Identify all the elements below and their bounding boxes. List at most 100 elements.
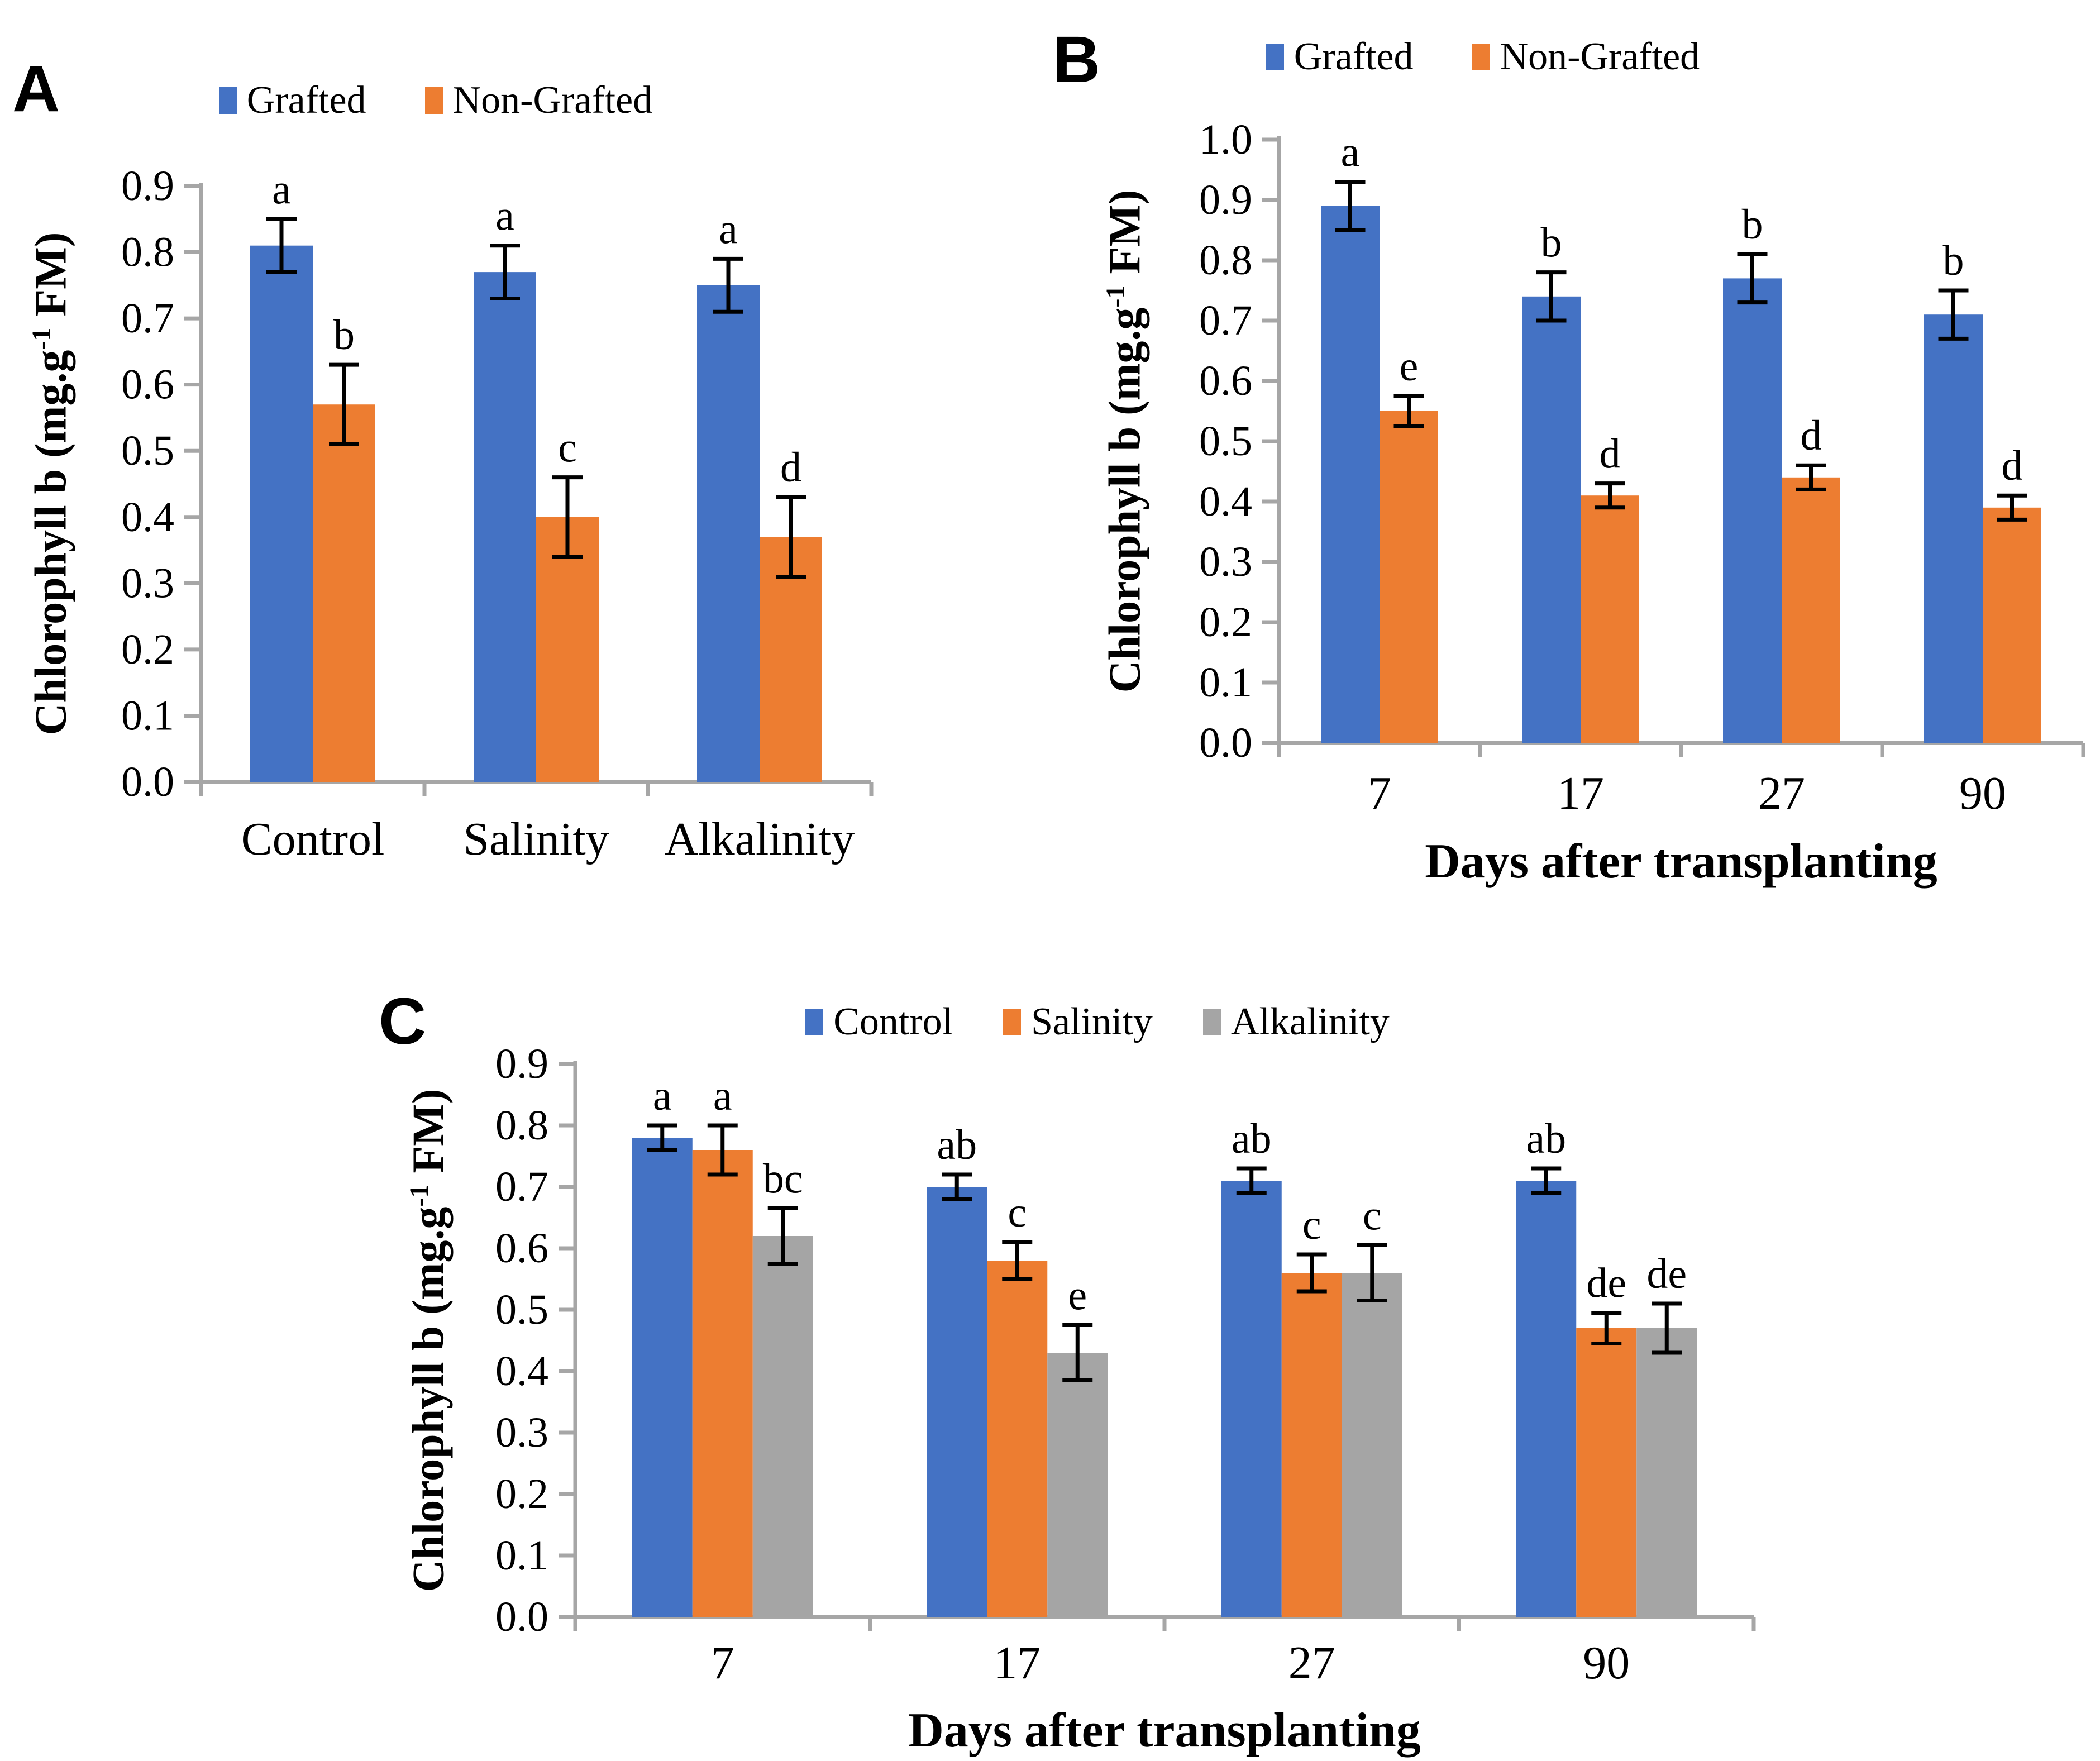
y-tick-label: 0.5 xyxy=(1199,418,1252,465)
y-axis-title-a-main: Chlorophyll b (mg.g xyxy=(26,350,76,736)
x-category-label: Alkalinity xyxy=(665,813,855,865)
sig-letter: b xyxy=(333,312,355,359)
legend-label: Alkalinity xyxy=(1230,1000,1390,1043)
x-category-label: 90 xyxy=(1959,767,2006,819)
legend-swatch xyxy=(1266,44,1284,70)
legend-label: Non-Grafted xyxy=(452,79,653,122)
legend-item: Grafted xyxy=(1266,35,1414,79)
bar xyxy=(752,1236,813,1617)
sig-letter: e xyxy=(1068,1272,1087,1319)
sig-letter: a xyxy=(495,193,514,240)
sig-letter: bc xyxy=(763,1156,803,1202)
y-tick-label: 0.9 xyxy=(495,1041,548,1087)
legend-label: Grafted xyxy=(1294,35,1414,78)
sig-letter: e xyxy=(1400,343,1419,390)
legend-label: Control xyxy=(833,1000,953,1043)
sig-letter: a xyxy=(272,166,291,213)
sig-letter: c xyxy=(1008,1189,1027,1236)
x-category-label: 7 xyxy=(711,1637,734,1689)
x-category-label: 17 xyxy=(994,1637,1041,1689)
y-tick-label: 0.4 xyxy=(121,494,174,541)
bar xyxy=(474,272,536,782)
sig-letter: c xyxy=(1302,1201,1321,1248)
bar xyxy=(1221,1181,1282,1617)
sig-letter: ab xyxy=(937,1121,977,1168)
y-tick-label: 0.8 xyxy=(121,229,174,276)
y-tick-label: 0.6 xyxy=(1199,357,1252,404)
panel-label-b: B xyxy=(1053,23,1101,97)
y-tick-label: 0.8 xyxy=(495,1102,548,1149)
sig-letter: a xyxy=(713,1072,732,1119)
y-axis-title-c-end: FM) xyxy=(404,1089,454,1185)
y-axis-title-c-main: Chlorophyll b (mg.g xyxy=(404,1206,454,1592)
y-tick-label: 0.1 xyxy=(1199,659,1252,706)
y-axis-title-a: Chlorophyll b (mg.g-1 FM) xyxy=(26,232,77,736)
legend-item: Salinity xyxy=(1003,1000,1153,1044)
bar xyxy=(1522,296,1581,743)
sig-letter: a xyxy=(1341,129,1360,176)
y-axis-title-a-end: FM) xyxy=(26,232,76,328)
sig-letter: ab xyxy=(1526,1115,1566,1162)
y-axis-title-a-sup: -1 xyxy=(26,327,56,350)
x-category-label: 27 xyxy=(1758,767,1805,819)
y-tick-label: 0.5 xyxy=(121,427,174,474)
x-axis-title-b: Days after transplanting xyxy=(1425,834,1937,889)
y-axis-title-b-end: FM) xyxy=(1100,189,1150,285)
sig-letter: b xyxy=(1742,201,1763,248)
bar xyxy=(1281,1273,1342,1617)
sig-letter: de xyxy=(1586,1260,1626,1307)
bar xyxy=(1581,495,1639,743)
y-tick-label: 0.7 xyxy=(121,295,174,342)
x-category-label: Salinity xyxy=(463,813,609,865)
bar xyxy=(313,404,375,782)
y-tick-label: 0.2 xyxy=(495,1471,548,1517)
legend-item: Non-Grafted xyxy=(1472,35,1700,79)
y-tick-label: 0.0 xyxy=(1199,719,1252,766)
bar xyxy=(987,1261,1048,1617)
y-tick-label: 0.2 xyxy=(121,626,174,673)
sig-letter: b xyxy=(1943,237,1964,284)
y-tick-label: 0.0 xyxy=(495,1593,548,1640)
legend-panel-b: Grafted Non-Grafted xyxy=(1061,35,1905,79)
y-tick-label: 0.7 xyxy=(1199,297,1252,344)
bar xyxy=(927,1187,987,1617)
bar xyxy=(1723,278,1782,743)
y-tick-label: 0.0 xyxy=(121,758,174,805)
y-tick-label: 0.9 xyxy=(1199,176,1252,223)
x-category-label: 27 xyxy=(1288,1637,1335,1689)
sig-letter: de xyxy=(1646,1251,1687,1297)
y-tick-label: 0.5 xyxy=(495,1286,548,1333)
x-category-label: 7 xyxy=(1368,767,1391,819)
y-tick-label: 0.9 xyxy=(121,163,174,209)
y-tick-label: 0.6 xyxy=(495,1225,548,1272)
sig-letter: a xyxy=(653,1072,672,1119)
y-tick-label: 0.2 xyxy=(1199,599,1252,646)
x-category-label: 90 xyxy=(1583,1637,1630,1689)
y-tick-label: 0.3 xyxy=(1199,538,1252,585)
y-axis-title-c: Chlorophyll b (mg.g-1 FM) xyxy=(404,1089,455,1592)
sig-letter: c xyxy=(558,424,577,471)
y-tick-label: 0.6 xyxy=(121,361,174,408)
legend-swatch xyxy=(1202,1009,1221,1035)
x-category-label: Control xyxy=(241,813,385,865)
bar xyxy=(1516,1181,1577,1617)
y-axis-title-b-sup: -1 xyxy=(1100,285,1130,308)
bar xyxy=(1782,477,1840,743)
y-tick-label: 1.0 xyxy=(1199,116,1252,163)
y-tick-label: 0.4 xyxy=(1199,478,1252,525)
bar xyxy=(250,245,313,782)
bar xyxy=(1636,1328,1697,1617)
bar xyxy=(1047,1353,1108,1617)
legend-panel-a: Grafted Non-Grafted xyxy=(0,78,871,123)
y-tick-label: 0.4 xyxy=(495,1348,548,1395)
bar xyxy=(1342,1273,1402,1617)
x-axis-title-c: Days after transplanting xyxy=(908,1703,1421,1758)
sig-letter: d xyxy=(1600,431,1621,478)
sig-letter: ab xyxy=(1232,1115,1272,1162)
legend-label: Salinity xyxy=(1031,1000,1153,1043)
y-axis-title-b: Chlorophyll b (mg.g-1 FM) xyxy=(1100,190,1151,693)
sig-letter: a xyxy=(719,206,738,252)
sig-letter: b xyxy=(1541,219,1562,266)
